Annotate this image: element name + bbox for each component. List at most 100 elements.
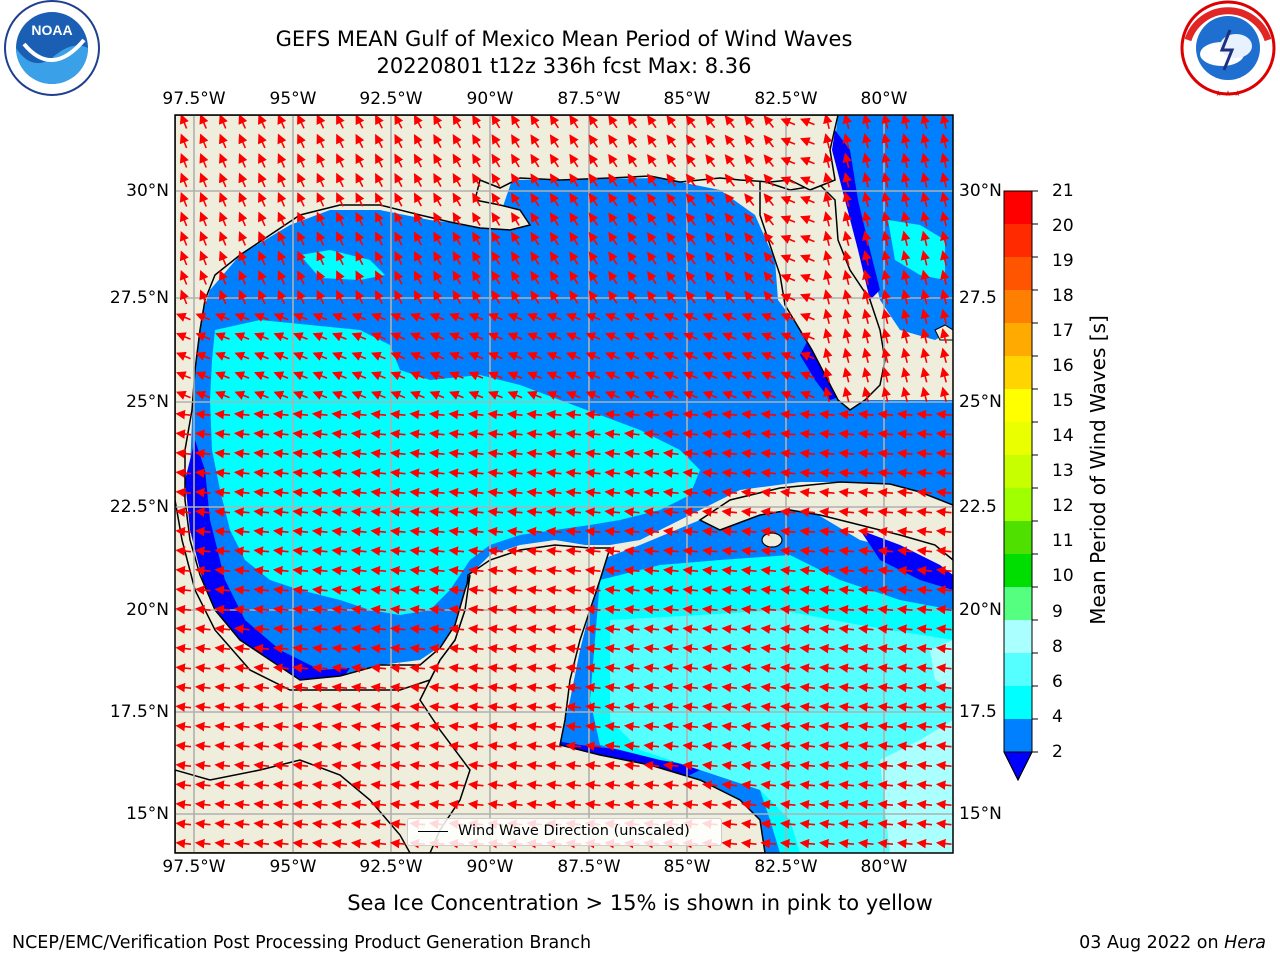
sea-ice-note: Sea Ice Concentration > 15% is shown in … [347, 891, 933, 915]
wind-wave-arrow [842, 250, 852, 266]
wind-wave-arrow [647, 115, 657, 129]
wind-wave-arrow [588, 290, 599, 304]
wind-wave-arrow [394, 172, 404, 188]
wind-wave-arrow [375, 289, 384, 305]
wind-wave-arrow [823, 172, 833, 188]
lon-tick-top: 80°W [860, 89, 908, 109]
wind-wave-arrow [452, 251, 462, 265]
arrow-legend: Wind Wave Direction (unscaled) [407, 818, 722, 846]
wind-wave-arrow [218, 289, 228, 305]
wind-wave-arrow [179, 192, 189, 207]
colorbar-segment [1004, 323, 1032, 357]
wind-wave-arrow [413, 115, 423, 129]
wind-wave-arrow [588, 173, 599, 187]
wind-wave-arrow [530, 192, 540, 207]
wind-wave-arrow [818, 507, 835, 517]
colorbar-segment [1004, 290, 1032, 324]
wind-wave-arrow [780, 371, 796, 381]
wind-wave-arrow [643, 487, 660, 498]
wind-wave-arrow [744, 154, 755, 167]
wind-wave-arrow [253, 468, 270, 478]
wind-wave-arrow [293, 371, 308, 381]
wind-wave-arrow [823, 250, 833, 266]
wind-wave-arrow [683, 312, 698, 322]
wind-wave-arrow [449, 351, 464, 361]
wind-wave-arrow [297, 133, 306, 149]
wind-wave-arrow [549, 231, 560, 246]
wind-wave-arrow [409, 429, 426, 439]
wind-wave-arrow [722, 332, 737, 342]
wind-wave-arrow [877, 468, 894, 478]
wind-wave-arrow [370, 468, 387, 478]
wind-wave-arrow [311, 448, 328, 459]
wind-wave-arrow [920, 115, 930, 129]
wind-wave-arrow [234, 390, 250, 400]
wind-wave-arrow [800, 273, 815, 283]
wind-wave-arrow [799, 507, 816, 517]
wind-wave-arrow [390, 351, 406, 361]
wind-wave-arrow [685, 251, 696, 265]
wind-wave-arrow [273, 390, 289, 400]
wind-wave-arrow [920, 133, 930, 149]
wind-wave-arrow [685, 115, 696, 129]
wind-wave-arrow [842, 308, 852, 324]
wind-wave-arrow [253, 409, 270, 420]
colorbar-label: 13 [1052, 461, 1074, 481]
wind-wave-arrow [546, 312, 562, 322]
wind-wave-arrow [371, 390, 386, 400]
wind-wave-arrow [526, 468, 543, 478]
wind-wave-arrow [862, 115, 872, 129]
wind-wave-arrow [311, 487, 328, 498]
wind-wave-arrow [530, 212, 540, 226]
wind-wave-arrow [724, 134, 735, 148]
wind-wave-arrow [428, 487, 445, 498]
wind-wave-arrow [901, 269, 911, 285]
wind-wave-arrow [413, 192, 423, 207]
wind-wave-arrow [701, 507, 718, 517]
wind-wave-arrow [410, 390, 425, 400]
wind-wave-arrow [413, 250, 423, 265]
wind-wave-arrow [545, 429, 562, 439]
wind-wave-arrow [297, 211, 306, 227]
wind-wave-arrow [920, 172, 930, 188]
wind-wave-arrow [881, 172, 891, 188]
wind-wave-arrow [800, 351, 815, 361]
wind-wave-arrow [800, 390, 815, 400]
wind-wave-arrow [800, 312, 815, 322]
wind-wave-arrow [744, 134, 755, 148]
wind-wave-arrow [526, 409, 543, 420]
wind-wave-arrow [940, 230, 950, 246]
wind-wave-arrow [277, 153, 287, 168]
wind-wave-arrow [526, 429, 543, 439]
wind-wave-arrow [491, 212, 501, 226]
wind-wave-arrow [838, 507, 855, 517]
wind-wave-arrow [800, 234, 815, 244]
wind-wave-arrow [818, 409, 835, 420]
wind-wave-arrow [238, 270, 248, 285]
wind-wave-arrow [705, 173, 716, 187]
wind-wave-arrow [585, 312, 601, 322]
wind-wave-arrow [662, 487, 679, 498]
wind-wave-arrow [293, 390, 308, 400]
wind-wave-arrow [214, 487, 231, 498]
wind-wave-arrow [394, 250, 404, 266]
wind-wave-arrow [662, 448, 679, 459]
wind-wave-arrow [179, 153, 189, 168]
wind-wave-arrow [644, 332, 659, 342]
wind-wave-arrow [467, 409, 484, 420]
wind-wave-arrow [857, 409, 874, 420]
wind-wave-arrow [940, 328, 950, 344]
wind-wave-arrow [724, 232, 735, 246]
wind-wave-arrow [487, 448, 504, 459]
wind-wave-arrow [195, 332, 211, 342]
wind-wave-arrow [238, 172, 248, 188]
wind-wave-arrow [355, 289, 365, 305]
wind-wave-arrow [487, 429, 504, 439]
wind-wave-arrow [800, 156, 815, 166]
wind-wave-arrow [351, 312, 367, 322]
wind-wave-arrow [394, 192, 404, 207]
wind-wave-arrow [355, 211, 365, 227]
wind-wave-arrow [862, 250, 872, 266]
wind-wave-arrow [199, 270, 209, 285]
wind-wave-arrow [857, 507, 874, 517]
